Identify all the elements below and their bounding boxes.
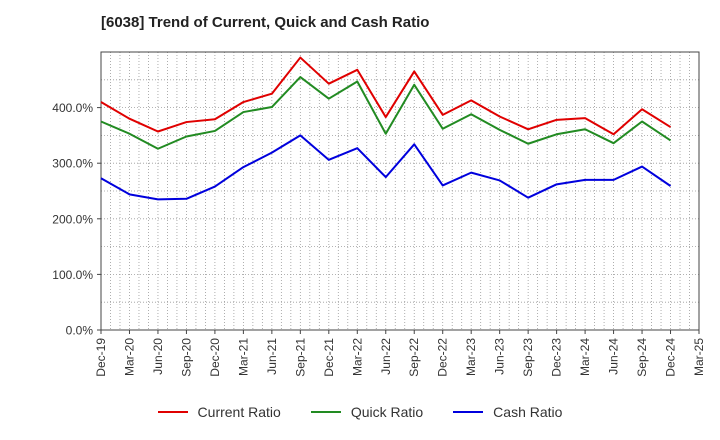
x-tick-label: Dec-23: [550, 338, 564, 377]
legend-swatch: [157, 411, 188, 413]
x-tick-label: Mar-23: [464, 338, 478, 376]
series-line-cash-ratio: [100, 134, 672, 201]
x-tick-label: Sep-24: [635, 338, 649, 377]
x-tick-label: Jun-23: [493, 338, 507, 375]
x-tick-label: Sep-23: [521, 338, 535, 377]
x-tick-label: Dec-22: [436, 338, 450, 377]
x-tick-label: Jun-21: [265, 338, 279, 375]
x-tick-label: Mar-20: [122, 338, 136, 376]
x-tick-label: Jun-20: [151, 338, 165, 375]
x-tick-label: Sep-21: [293, 338, 307, 377]
x-tick-label: Dec-21: [322, 338, 336, 377]
series-line-quick-ratio: [100, 76, 672, 150]
x-tick-label: Mar-25: [692, 338, 706, 376]
y-tick-label: 200.0%: [52, 212, 93, 226]
x-tick-label: Dec-20: [208, 338, 222, 377]
legend-item-quick-ratio: Quick Ratio: [310, 404, 424, 420]
legend-item-current-ratio: Current Ratio: [157, 404, 281, 420]
x-tick-label: Dec-19: [94, 338, 108, 377]
x-tick-label: Dec-24: [664, 338, 678, 377]
legend: Current Ratio Quick Ratio Cash Ratio: [0, 404, 720, 420]
series-line-current-ratio: [100, 56, 672, 136]
legend-swatch: [453, 411, 484, 413]
legend-swatch: [310, 411, 341, 413]
x-tick-label: Mar-24: [578, 338, 592, 376]
y-tick-label: 0.0%: [66, 324, 94, 338]
x-tick-label: Sep-20: [179, 338, 193, 377]
chart-title: [6038] Trend of Current, Quick and Cash …: [101, 14, 430, 31]
x-tick-label: Sep-22: [407, 338, 421, 377]
legend-label: Quick Ratio: [350, 404, 424, 420]
x-tick-label: Mar-22: [350, 338, 364, 376]
legend-item-cash-ratio: Cash Ratio: [453, 404, 562, 420]
grid: [101, 52, 699, 330]
x-tick-label: Jun-22: [379, 338, 393, 375]
y-tick-label: 400.0%: [52, 101, 93, 115]
y-tick-label: 300.0%: [52, 157, 93, 171]
legend-label: Cash Ratio: [493, 404, 563, 420]
y-tick-label: 100.0%: [52, 268, 93, 282]
x-tick-label: Mar-21: [236, 338, 250, 376]
plot-area-border: [100, 51, 700, 331]
x-tick-label: Jun-24: [607, 338, 621, 375]
legend-label: Current Ratio: [197, 404, 281, 420]
